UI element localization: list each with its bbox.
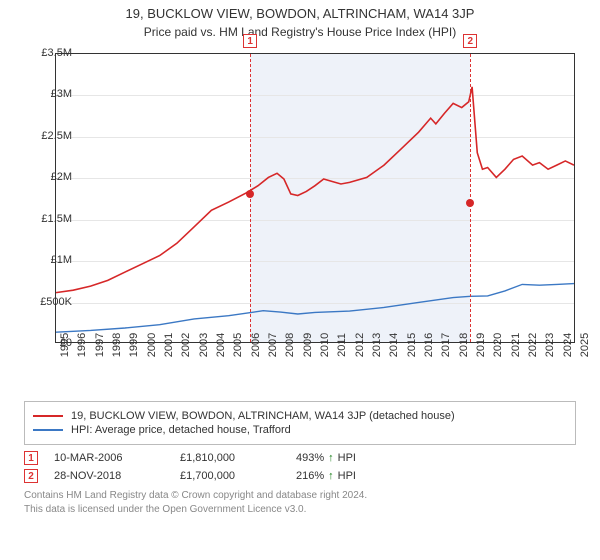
sale-dot: [466, 199, 474, 207]
x-axis-label: 2019: [475, 333, 487, 357]
line-layer: [56, 54, 574, 342]
y-axis-label: £2M: [22, 171, 72, 183]
x-axis-label: 2016: [423, 333, 435, 357]
chart-container: 19, BUCKLOW VIEW, BOWDON, ALTRINCHAM, WA…: [0, 0, 600, 517]
footer-line-1: Contains HM Land Registry data © Crown c…: [24, 489, 576, 503]
x-axis-label: 1996: [76, 333, 88, 357]
x-axis-label: 2014: [388, 333, 400, 357]
y-axis-label: £500K: [22, 296, 72, 308]
sales-list: 1 10-MAR-2006 £1,810,000 493% ↑ HPI 2 28-NOV-…: [24, 451, 576, 483]
series-line-hpi: [56, 284, 574, 333]
x-axis-label: 2001: [163, 333, 175, 357]
sale-price: £1,700,000: [180, 470, 280, 482]
sale-date: 28-NOV-2018: [54, 470, 164, 482]
sale-pct: 493% ↑ HPI: [296, 452, 356, 464]
legend-label: HPI: Average price, detached house, Traf…: [71, 424, 291, 436]
series-line-hi: [56, 87, 574, 293]
x-axis-label: 2024: [562, 333, 574, 357]
chart-title: 19, BUCKLOW VIEW, BOWDON, ALTRINCHAM, WA…: [0, 6, 600, 21]
footer-line-2: This data is licensed under the Open Gov…: [24, 503, 576, 517]
sale-pct: 216% ↑ HPI: [296, 470, 356, 482]
x-axis-label: 2017: [440, 333, 452, 357]
x-axis-label: 1997: [94, 333, 106, 357]
legend-item: HPI: Average price, detached house, Traf…: [33, 424, 567, 436]
footer: Contains HM Land Registry data © Crown c…: [24, 489, 576, 517]
x-axis-label: 2004: [215, 333, 227, 357]
legend-item: 19, BUCKLOW VIEW, BOWDON, ALTRINCHAM, WA…: [33, 410, 567, 422]
sale-date: 10-MAR-2006: [54, 452, 164, 464]
legend-label: 19, BUCKLOW VIEW, BOWDON, ALTRINCHAM, WA…: [71, 410, 455, 422]
x-axis-label: 2023: [544, 333, 556, 357]
y-axis-label: £3M: [22, 88, 72, 100]
x-axis-label: 2025: [579, 333, 591, 357]
x-axis-label: 2022: [527, 333, 539, 357]
sale-marker-box: 1: [243, 34, 257, 48]
sale-dot: [246, 190, 254, 198]
x-axis-label: 1995: [59, 333, 71, 357]
legend: 19, BUCKLOW VIEW, BOWDON, ALTRINCHAM, WA…: [24, 401, 576, 445]
y-axis-label: £1.5M: [22, 213, 72, 225]
x-axis-label: 1999: [128, 333, 140, 357]
sale-row: 1 10-MAR-2006 £1,810,000 493% ↑ HPI: [24, 451, 576, 465]
legend-swatch: [33, 415, 63, 417]
x-axis-label: 2010: [319, 333, 331, 357]
y-axis-label: £2.5M: [22, 130, 72, 142]
arrow-up-icon: ↑: [328, 452, 334, 464]
sale-price: £1,810,000: [180, 452, 280, 464]
y-axis-label: £3.5M: [22, 47, 72, 59]
x-axis-label: 2008: [284, 333, 296, 357]
x-axis-label: 2003: [198, 333, 210, 357]
x-axis-label: 2007: [267, 333, 279, 357]
x-axis-label: 2009: [302, 333, 314, 357]
sale-marker-box: 2: [463, 34, 477, 48]
x-axis-label: 2018: [458, 333, 470, 357]
x-axis-label: 2000: [146, 333, 158, 357]
x-axis-label: 2020: [492, 333, 504, 357]
x-axis-label: 2021: [510, 333, 522, 357]
sale-vline: [470, 54, 471, 342]
x-axis-label: 2005: [232, 333, 244, 357]
arrow-up-icon: ↑: [328, 470, 334, 482]
sale-index: 2: [24, 469, 38, 483]
sale-row: 2 28-NOV-2018 £1,700,000 216% ↑ HPI: [24, 469, 576, 483]
chart-subtitle: Price paid vs. HM Land Registry's House …: [0, 25, 600, 39]
x-axis-label: 2013: [371, 333, 383, 357]
chart-area: 12 £0£500K£1M£1.5M£2M£2.5M£3M£3.5M199519…: [0, 43, 600, 393]
x-axis-label: 2011: [336, 333, 348, 357]
y-axis-label: £1M: [22, 254, 72, 266]
plot-area: 12: [55, 53, 575, 343]
x-axis-label: 2012: [354, 333, 366, 357]
x-axis-label: 2015: [406, 333, 418, 357]
legend-swatch: [33, 429, 63, 431]
x-axis-label: 1998: [111, 333, 123, 357]
title-block: 19, BUCKLOW VIEW, BOWDON, ALTRINCHAM, WA…: [0, 0, 600, 43]
x-axis-label: 2002: [180, 333, 192, 357]
x-axis-label: 2006: [250, 333, 262, 357]
sale-index: 1: [24, 451, 38, 465]
